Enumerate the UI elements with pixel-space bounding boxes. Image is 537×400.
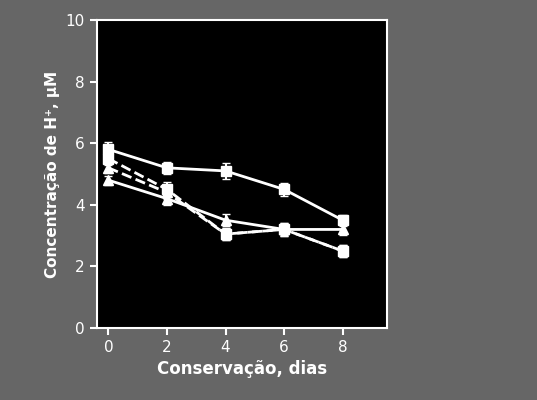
X-axis label: Conservação, dias: Conservação, dias [157, 360, 326, 378]
Y-axis label: Concentração de H⁺, μM: Concentração de H⁺, μM [45, 70, 60, 278]
